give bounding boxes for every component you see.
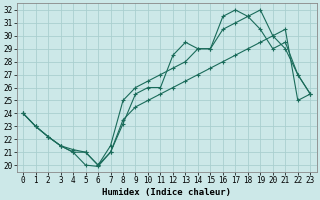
- X-axis label: Humidex (Indice chaleur): Humidex (Indice chaleur): [102, 188, 231, 197]
